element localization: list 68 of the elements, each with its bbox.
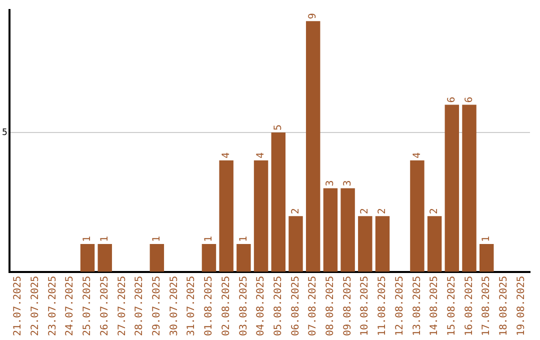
- x-tick-label: 04.08.2025: [256, 276, 267, 336]
- bar: [427, 216, 442, 272]
- bar: [254, 160, 268, 272]
- x-tick-label: 24.07.2025: [64, 276, 76, 336]
- bar: [80, 244, 95, 272]
- bar: [306, 21, 320, 272]
- x-tick-label: 21.07.2025: [12, 276, 24, 336]
- x-tick-label: 26.07.2025: [99, 276, 110, 336]
- x-tick-label: 03.08.2025: [238, 276, 250, 336]
- bar: [202, 244, 216, 272]
- x-tick-label: 31.07.2025: [186, 276, 198, 336]
- data-label: 1: [99, 236, 110, 242]
- x-tick-label: 02.08.2025: [220, 276, 232, 336]
- data-label: 4: [256, 152, 267, 158]
- x-tick-label: 29.07.2025: [152, 276, 163, 336]
- data-label: 2: [360, 208, 371, 214]
- bar: [323, 188, 338, 272]
- data-label: 1: [152, 236, 163, 242]
- bar: [444, 104, 460, 272]
- x-tick-label: 16.08.2025: [464, 276, 475, 336]
- data-label: 4: [220, 152, 232, 158]
- x-tick-label: 08.08.2025: [325, 276, 336, 336]
- x-tick-label: 25.07.2025: [82, 276, 94, 336]
- data-label: 2: [429, 208, 440, 214]
- x-tick-label: 19.08.2025: [516, 276, 527, 336]
- data-label: 2: [290, 208, 302, 214]
- x-tick-label: 27.07.2025: [116, 276, 128, 336]
- x-tick-label: 07.08.2025: [308, 276, 319, 336]
- x-tick-label: 22.07.2025: [30, 276, 42, 336]
- x-tick-label: 01.08.2025: [204, 276, 215, 336]
- x-tick-label: 15.08.2025: [446, 276, 458, 336]
- x-tick-label: 09.08.2025: [342, 276, 354, 336]
- bar: [462, 104, 476, 272]
- x-tick-label: 14.08.2025: [429, 276, 440, 336]
- data-label: 1: [238, 236, 250, 242]
- data-label: 3: [342, 180, 354, 186]
- bar: [98, 244, 112, 272]
- data-label: 4: [412, 152, 423, 158]
- x-tick-label: 05.08.2025: [272, 276, 284, 336]
- x-tick-label: 11.08.2025: [377, 276, 388, 336]
- data-label: 9: [308, 13, 319, 20]
- bar: [480, 244, 494, 272]
- bar: [236, 244, 251, 272]
- bar: [150, 244, 164, 272]
- bar: [271, 132, 286, 272]
- bar: [358, 216, 372, 272]
- x-tick-label: 12.08.2025: [394, 276, 406, 336]
- data-label: 6: [464, 96, 475, 103]
- x-tick-label: 30.07.2025: [168, 276, 180, 336]
- x-tick-label: 18.08.2025: [498, 276, 510, 336]
- data-label: 2: [377, 208, 388, 214]
- bar: [219, 160, 234, 272]
- x-tick-label: 28.07.2025: [134, 276, 146, 336]
- data-label: 6: [446, 96, 458, 103]
- bar: [410, 160, 424, 272]
- data-label: 1: [204, 236, 215, 242]
- data-label: 1: [481, 236, 492, 242]
- bar: [340, 188, 355, 272]
- x-tick-label: 10.08.2025: [360, 276, 371, 336]
- x-tick-label: 23.07.2025: [47, 276, 58, 336]
- x-tick-label: 13.08.2025: [412, 276, 423, 336]
- x-tick-label: 06.08.2025: [290, 276, 302, 336]
- x-tick-label: 17.08.2025: [481, 276, 492, 336]
- bar: [288, 216, 303, 272]
- bar: [375, 216, 390, 272]
- data-label: 5: [272, 124, 284, 131]
- data-label: 3: [325, 180, 336, 186]
- data-label: 1: [82, 236, 94, 242]
